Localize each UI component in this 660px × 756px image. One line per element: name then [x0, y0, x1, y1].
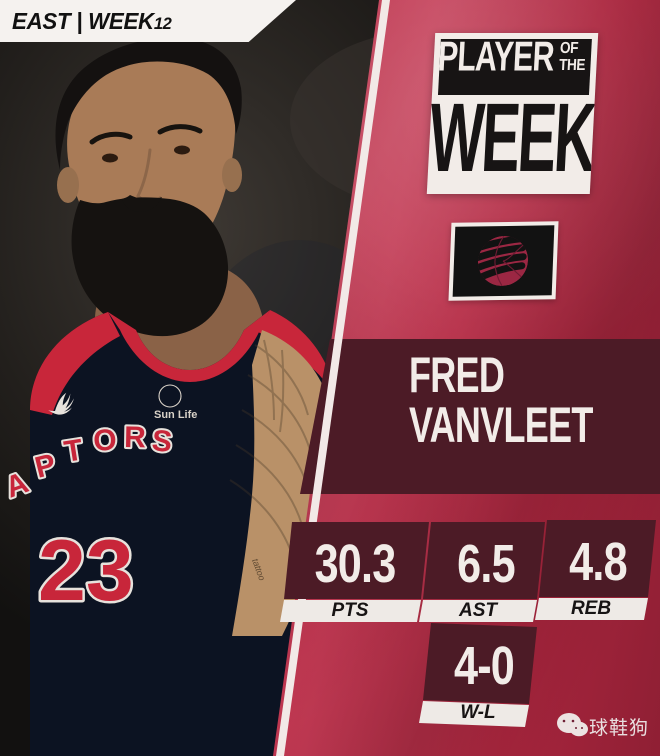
svg-text:6.5: 6.5: [457, 535, 515, 595]
svg-text:30.3: 30.3: [315, 535, 396, 595]
svg-text:4-0: 4-0: [454, 637, 514, 697]
svg-text:REB: REB: [571, 598, 611, 619]
svg-text:AST: AST: [458, 600, 498, 621]
svg-text:PTS: PTS: [332, 600, 369, 621]
svg-text:W-L: W-L: [460, 702, 495, 723]
svg-text:4.8: 4.8: [569, 533, 627, 593]
